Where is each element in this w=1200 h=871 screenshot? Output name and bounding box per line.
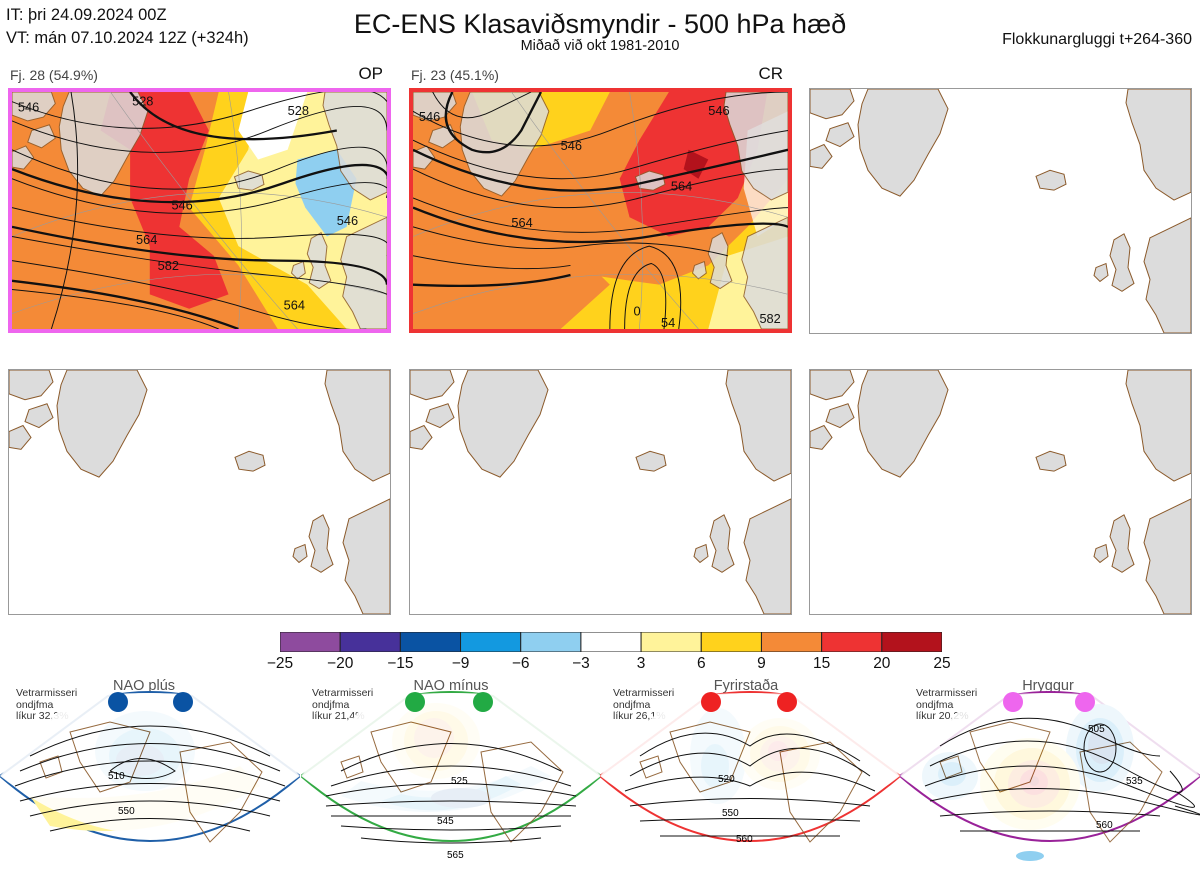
regime-marker — [473, 692, 493, 712]
regime-marker — [405, 692, 425, 712]
cluster-map-cr: 546 546 564 546 564 0 54 582 — [409, 88, 792, 333]
contour-label: 564 — [136, 233, 157, 247]
contour-label: 546 — [561, 139, 582, 153]
regime-marker — [1003, 692, 1023, 712]
cluster-map-empty — [809, 369, 1192, 615]
regime-1-title: NAO plús — [112, 678, 176, 694]
regime-marker — [1075, 692, 1095, 712]
colorbar-tick-label: 6 — [696, 655, 706, 672]
svg-text:535: 535 — [1126, 776, 1143, 787]
regime-marker — [173, 692, 193, 712]
colorbar-swatch — [520, 631, 582, 653]
contour-label: 54 — [661, 316, 675, 329]
colorbar-tick-label: 9 — [757, 655, 766, 672]
svg-text:550: 550 — [118, 806, 135, 817]
regime-map-blocking: 520 550 560 — [600, 691, 900, 845]
colorbar-tick-label: −15 — [387, 655, 414, 672]
colorbar-tick-label: −25 — [266, 655, 294, 672]
colorbar-swatch — [640, 631, 702, 653]
regime-map-ridge: 505 535 560 — [900, 691, 1200, 861]
contour-label: 564 — [284, 299, 305, 313]
colorbar-tick-label: −3 — [572, 655, 590, 672]
contour-label: 582 — [158, 259, 179, 273]
colorbar-swatch — [279, 631, 341, 653]
colorbar-tick-label: −6 — [511, 655, 530, 672]
svg-text:525: 525 — [451, 776, 468, 787]
contour-label: 528 — [132, 95, 153, 109]
regime-marker — [777, 692, 797, 712]
regime-marker — [701, 692, 721, 712]
svg-text:560: 560 — [1096, 820, 1113, 831]
svg-text:565: 565 — [447, 850, 464, 861]
svg-text:510: 510 — [108, 771, 125, 782]
regime-1-meta: Vetrarmisseri ondjfma líkur 32,3% — [16, 687, 78, 722]
regime-4-meta: Vetrarmisseri ondjfma líkur 20,2% — [916, 687, 978, 722]
svg-text:520: 520 — [718, 774, 735, 785]
contour-label: 546 — [18, 100, 39, 114]
cluster-map-empty — [409, 369, 792, 615]
colorbar-tick-label: 15 — [813, 655, 831, 672]
contour-label: 0 — [633, 305, 640, 319]
colorbar-tick-label: −9 — [451, 655, 470, 672]
contour-label: 528 — [288, 104, 309, 118]
regime-marker — [108, 692, 128, 712]
colorbar-swatch — [700, 631, 762, 653]
anomaly-colorbar — [279, 631, 943, 653]
svg-text:545: 545 — [437, 816, 454, 827]
regime-2-title: NAO mínus — [413, 678, 489, 694]
colorbar-tick-label: −20 — [327, 655, 354, 672]
contour-label: 546 — [337, 214, 358, 228]
regime-4-title: Hryggur — [1022, 678, 1074, 694]
cluster-2-code: CR — [758, 64, 783, 83]
header-info: IT: þri 24.09.2024 00Z VT: mán 07.10.202… — [6, 4, 249, 50]
cluster-map-op: 546 528 528 546 564 582 564 546 — [8, 88, 391, 333]
contour-label: 546 — [708, 104, 729, 118]
regime-map-nao-minus: 525 545 565 — [301, 691, 601, 861]
contour-label: 546 — [419, 110, 440, 124]
page-title: EC-ENS Klasaviðsmyndir - 500 hPa hæð — [353, 9, 847, 39]
regime-row: Vetrarmisseri ondjfma líkur 32,3% NAO pl… — [0, 676, 1200, 871]
colorbar-swatch — [881, 631, 943, 653]
contour-label: 582 — [759, 312, 780, 326]
colorbar-swatch — [821, 631, 883, 653]
regime-3-title: Fyrirstaða — [713, 678, 779, 694]
cluster-map-empty — [809, 88, 1192, 334]
colorbar-swatch — [460, 631, 522, 653]
regime-3-meta: Vetrarmisseri ondjfma líkur 26,1% — [613, 687, 675, 722]
cluster-1-code: OP — [358, 64, 383, 83]
colorbar-swatch — [580, 631, 642, 653]
cluster-map-empty — [8, 369, 391, 615]
svg-text:560: 560 — [736, 834, 753, 845]
colorbar-swatch — [760, 631, 823, 653]
svg-text:505: 505 — [1088, 724, 1105, 735]
regime-map-nao-plus: 510 550 — [0, 691, 300, 843]
colorbar-swatch — [339, 631, 401, 653]
contour-label: 564 — [511, 216, 532, 230]
cluster-2-label: Fj. 23 (45.1%) — [411, 67, 499, 83]
regime-2-meta: Vetrarmisseri ondjfma líkur 21,4% — [312, 687, 374, 722]
cluster-1-label: Fj. 28 (54.9%) — [10, 67, 98, 83]
colorbar-tick-label: 25 — [933, 655, 951, 672]
page-subtitle: Miðað við okt 1981-2010 — [520, 38, 680, 54]
valid-time: VT: mán 07.10.2024 12Z (+324h) — [6, 29, 249, 47]
colorbar-swatch — [399, 631, 462, 653]
colorbar-tick-label: 20 — [873, 655, 891, 672]
contour-label: 564 — [671, 179, 692, 193]
colorbar-ticks: −25 −20 −15 −9 −6 −3 3 6 9 15 20 25 — [267, 655, 951, 675]
contour-label: 546 — [171, 199, 192, 213]
initial-time: IT: þri 24.09.2024 00Z — [6, 6, 167, 24]
classification-window: Flokkunargluggi t+264-360 — [1002, 31, 1192, 48]
svg-text:550: 550 — [722, 808, 739, 819]
colorbar-tick-label: 3 — [636, 655, 646, 672]
